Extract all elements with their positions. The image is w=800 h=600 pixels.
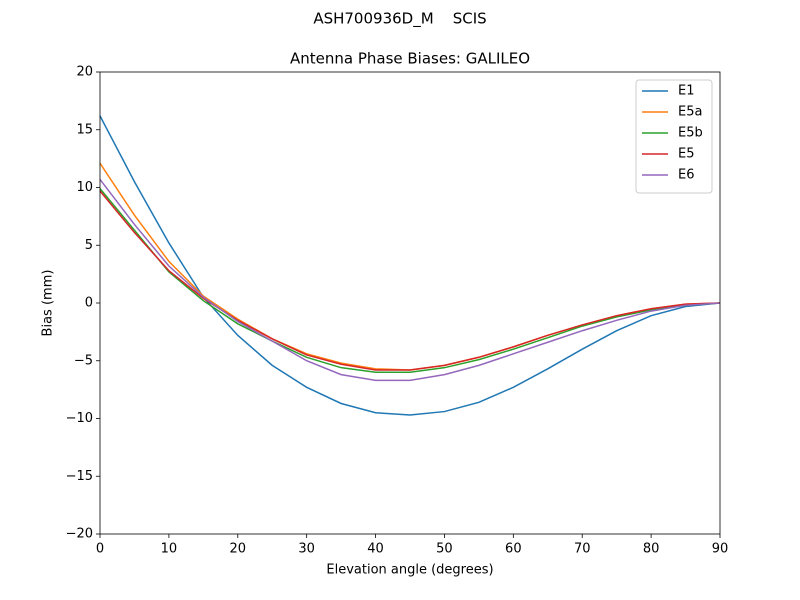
y-tick-label: −15 <box>66 469 93 484</box>
x-axis-label: Elevation angle (degrees) <box>326 563 493 578</box>
y-tick-label: −5 <box>74 353 93 368</box>
legend-label: E5b <box>678 126 703 141</box>
series-line <box>99 190 721 371</box>
legend-label: E5 <box>678 147 695 162</box>
x-tick-label: 90 <box>712 542 729 557</box>
series-line <box>99 162 721 371</box>
y-tick-label: −10 <box>66 411 93 426</box>
y-tick-label: 5 <box>85 238 93 253</box>
y-tick-label: −20 <box>66 527 93 542</box>
x-tick-label: 70 <box>574 542 591 557</box>
x-tick-label: 20 <box>230 542 247 557</box>
plot-frame <box>99 71 721 535</box>
x-tick-label: 0 <box>96 542 104 557</box>
legend-label: E5a <box>678 105 702 120</box>
legend-label: E6 <box>678 168 695 183</box>
x-tick-label: 80 <box>643 542 660 557</box>
series-line <box>99 188 721 374</box>
x-tick-label: 10 <box>161 542 178 557</box>
x-tick-label: 40 <box>367 542 384 557</box>
y-axis-label: Bias (mm) <box>41 270 56 337</box>
y-tick-label: 20 <box>76 65 93 80</box>
y-tick-label: 0 <box>85 296 93 311</box>
x-tick-label: 30 <box>298 542 315 557</box>
x-tick-label: 50 <box>436 542 453 557</box>
y-tick-label: 15 <box>76 122 93 137</box>
y-tick-label: 10 <box>76 180 93 195</box>
series-line <box>99 178 721 382</box>
chart-title: Antenna Phase Biases: GALILEO <box>290 50 530 68</box>
legend-label: E1 <box>678 84 695 99</box>
suptitle: ASH700936D_M SCIS <box>313 10 486 29</box>
legend-box <box>635 79 713 194</box>
x-tick-label: 60 <box>505 542 522 557</box>
